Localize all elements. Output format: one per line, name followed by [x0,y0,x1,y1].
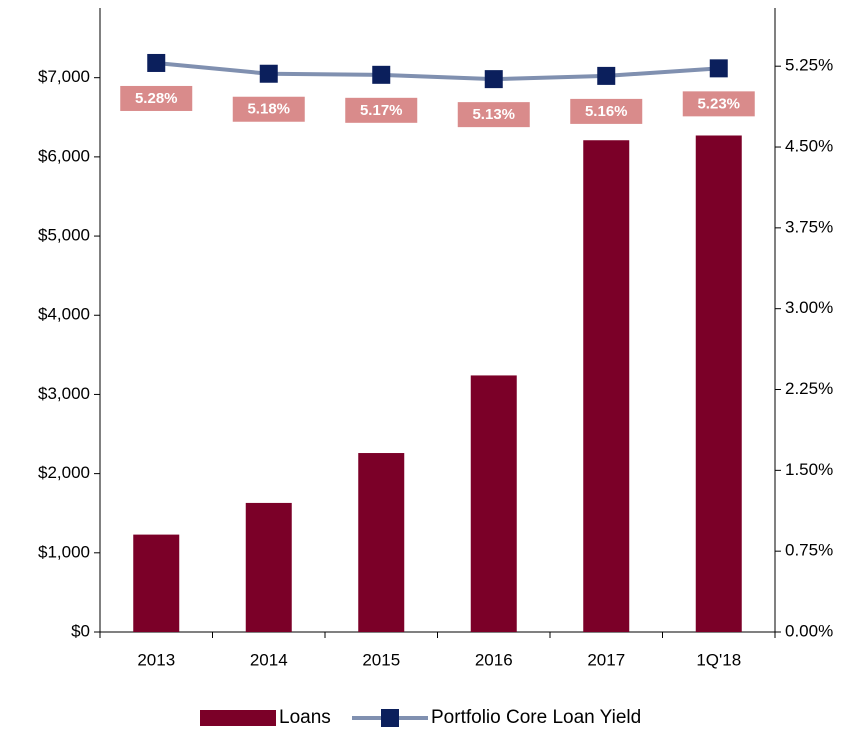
y2-tick-label: 3.75% [785,217,833,236]
data-label-box [457,102,530,128]
legend-swatch [200,710,276,726]
data-label: 5.17% [360,102,403,119]
y2-tick-label: 3.00% [785,298,833,317]
y2-tick-label: 0.75% [785,541,833,560]
y-tick-label: $4,000 [38,305,90,324]
data-label: 5.28% [135,90,178,107]
legend-label: Loans [279,707,331,728]
marker [372,65,391,84]
data-label-box [232,96,305,122]
data-label-box [345,97,418,123]
y-tick-label: $3,000 [38,384,90,403]
y2-tick-label: 1.50% [785,460,833,479]
x-tick-label: 2014 [250,650,288,669]
y-tick-label: $1,000 [38,542,90,561]
data-label: 5.18% [247,101,290,118]
y-tick-label: $6,000 [38,146,90,165]
y2-tick-label: 2.25% [785,379,833,398]
bar [358,453,405,632]
data-label-box [120,85,193,111]
bar [245,502,292,632]
bar [583,140,630,632]
legend-label: Portfolio Core Loan Yield [431,707,641,728]
y-tick-label: $2,000 [38,463,90,482]
x-tick-label: 2013 [137,650,175,669]
y-tick-label: $5,000 [38,226,90,245]
legend-marker [381,709,399,727]
x-tick-label: 2015 [362,650,400,669]
y-tick-label: $0 [71,621,90,640]
marker [709,59,728,78]
bar [695,135,742,633]
y2-tick-label: 4.50% [785,137,833,156]
bar [470,375,517,632]
marker [259,64,278,83]
bar [133,534,180,632]
data-label: 5.16% [585,103,628,120]
marker [484,70,503,89]
line [156,60,719,82]
data-label-box [570,98,643,124]
y-tick-label: $7,000 [38,67,90,86]
marker [147,53,166,72]
x-tick-label: 2016 [475,650,513,669]
y2-tick-label: 0.00% [785,621,833,640]
marker [597,66,616,85]
data-label: 5.23% [697,95,740,112]
data-label-box [682,91,755,117]
data-label: 5.13% [472,106,515,123]
x-tick-label: 1Q'18 [696,650,741,669]
y2-tick-label: 5.25% [785,56,833,75]
x-tick-label: 2017 [587,650,625,669]
